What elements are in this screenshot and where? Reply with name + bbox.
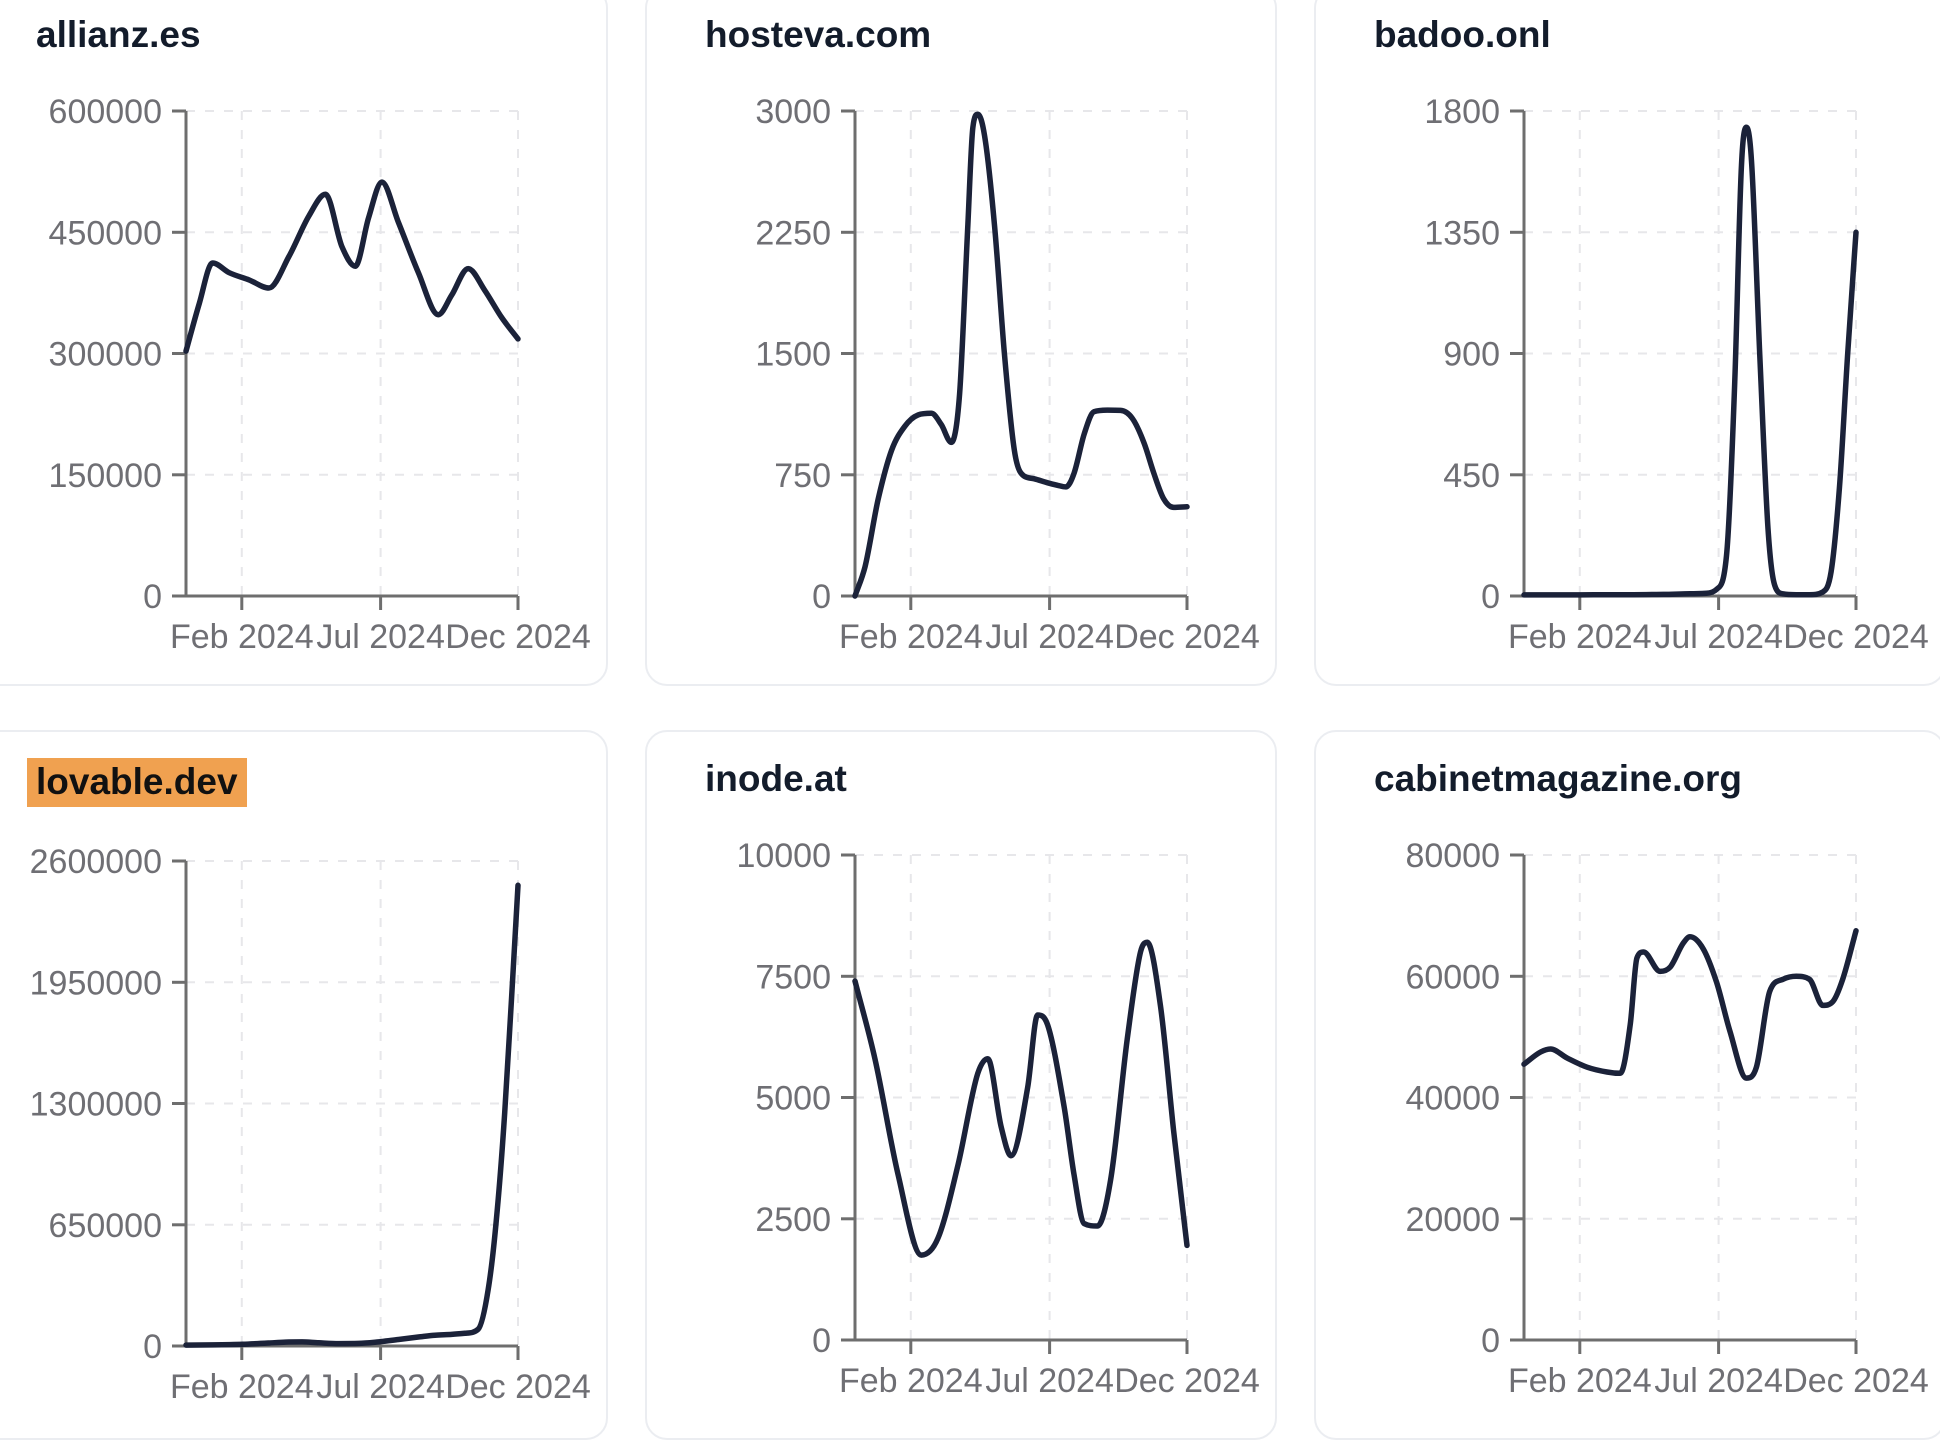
axis — [853, 110, 1187, 598]
x-tick-label: Jul 2024 — [1654, 618, 1783, 656]
series-line — [852, 110, 1190, 599]
chart-title: hosteva.com — [705, 14, 932, 55]
line-chart: 0 750 1500 2250 3000 Feb 2024 Jul 2024 Dec 2024 — [755, 93, 1260, 656]
series-line — [852, 939, 1190, 1258]
line-chart: 0 450 900 1350 1800 Feb 2024 Jul 2024 Dec 2024 — [1424, 93, 1929, 656]
y-tick-label: 80000 — [1405, 837, 1500, 875]
line-chart: 0 20000 40000 60000 80000 Feb 2024 Jul 2024 Dec… — [1405, 837, 1929, 1400]
x-tick-label: Feb 2024 — [170, 618, 314, 656]
chart-card-badoo: badoo.onl 0 450 900 1350 1800 Feb 2024 Jul 202… — [1314, 0, 1940, 686]
x-tick-label: Dec 2024 — [1783, 1362, 1929, 1400]
chart-title: allianz.es — [36, 14, 201, 55]
y-tick-label: 2250 — [755, 214, 831, 252]
y-tick-label: 650000 — [49, 1206, 162, 1244]
series-line — [1521, 123, 1859, 598]
y-tick-label: 1300000 — [30, 1085, 162, 1123]
series-line — [183, 882, 521, 1348]
axis — [853, 854, 1187, 1342]
x-tick-label: Dec 2024 — [1783, 618, 1929, 656]
x-tick-label: Feb 2024 — [1508, 618, 1652, 656]
y-tick-label: 0 — [812, 578, 831, 616]
y-tick-label: 1500 — [755, 335, 831, 373]
chart-title: badoo.onl — [1374, 14, 1551, 55]
axis — [1522, 854, 1856, 1342]
y-tick-label: 3000 — [755, 93, 831, 131]
y-tick-label: 1800 — [1424, 93, 1500, 131]
x-tick-label: Dec 2024 — [445, 618, 591, 656]
y-tick-label: 2600000 — [30, 843, 162, 881]
y-tick-label: 150000 — [49, 456, 162, 494]
x-tick-label: Feb 2024 — [1508, 1362, 1652, 1400]
y-tick-label: 5000 — [755, 1079, 831, 1117]
y-tick-label: 40000 — [1405, 1079, 1500, 1117]
y-tick-label: 900 — [1443, 335, 1500, 373]
x-tick-label: Dec 2024 — [1114, 1362, 1260, 1400]
x-tick-label: Jul 2024 — [1654, 1362, 1783, 1400]
line-chart: 0 650000 1300000 1950000 2600000 Feb 2024 Jul … — [30, 843, 591, 1406]
chart-card-allianz: allianz.es 0 150000 300000 450000 600000 Feb … — [0, 0, 608, 686]
series-line — [183, 178, 521, 354]
chart-title: inode.at — [705, 758, 847, 799]
y-tick-label: 1950000 — [30, 964, 162, 1002]
y-tick-label: 0 — [143, 578, 162, 616]
axis — [1522, 110, 1856, 598]
axis — [184, 110, 518, 598]
y-tick-label: 450000 — [49, 214, 162, 252]
y-tick-label: 10000 — [736, 837, 831, 875]
x-tick-label: Dec 2024 — [1114, 618, 1260, 656]
series-line — [1521, 927, 1859, 1081]
y-tick-label: 300000 — [49, 335, 162, 373]
x-tick-label: Feb 2024 — [839, 618, 983, 656]
x-tick-label: Jul 2024 — [985, 618, 1114, 656]
x-tick-label: Jul 2024 — [985, 1362, 1114, 1400]
y-tick-label: 600000 — [49, 93, 162, 131]
line-chart: 0 150000 300000 450000 600000 Feb 2024 Jul 202… — [49, 93, 591, 656]
chart-card-cabinetmagazine: cabinetmagazine.org 0 20000 40000 60000 8000… — [1314, 730, 1940, 1440]
y-tick-label: 450 — [1443, 456, 1500, 494]
line-chart: 0 2500 5000 7500 10000 Feb 2024 Jul 2024 Dec 20… — [736, 837, 1260, 1400]
y-tick-label: 0 — [1481, 1322, 1500, 1360]
y-tick-label: 1350 — [1424, 214, 1500, 252]
chart-card-inode: inode.at 0 2500 5000 7500 10000 Feb 2024 Jul 2… — [645, 730, 1277, 1440]
y-tick-label: 7500 — [755, 958, 831, 996]
x-tick-label: Jul 2024 — [316, 618, 445, 656]
chart-title: cabinetmagazine.org — [1374, 758, 1743, 799]
y-tick-label: 60000 — [1405, 958, 1500, 996]
x-tick-label: Jul 2024 — [316, 1368, 445, 1406]
chart-title: lovable.dev — [27, 758, 247, 807]
y-tick-label: 20000 — [1405, 1200, 1500, 1238]
chart-card-hosteva: hosteva.com 0 750 1500 2250 3000 Feb 2024 Jul … — [645, 0, 1277, 686]
y-tick-label: 0 — [143, 1328, 162, 1366]
axis — [184, 860, 518, 1348]
x-tick-label: Dec 2024 — [445, 1368, 591, 1406]
chart-card-lovable: lovable.dev 0 650000 1300000 1950000 2600000… — [0, 730, 608, 1440]
y-tick-label: 0 — [1481, 578, 1500, 616]
y-tick-label: 2500 — [755, 1200, 831, 1238]
x-tick-label: Feb 2024 — [839, 1362, 983, 1400]
y-tick-label: 750 — [774, 456, 831, 494]
x-tick-label: Feb 2024 — [170, 1368, 314, 1406]
y-tick-label: 0 — [812, 1322, 831, 1360]
